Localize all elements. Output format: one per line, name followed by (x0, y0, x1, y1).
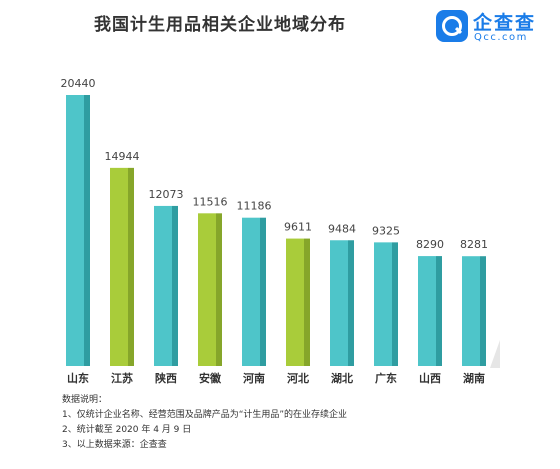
bar-山西 (418, 256, 436, 366)
bar-side-山东 (84, 95, 90, 366)
value-label: 14944 (105, 150, 140, 163)
bar-side-河北 (304, 238, 310, 366)
bar-side-湖南 (480, 256, 486, 366)
category-label: 河南 (243, 371, 265, 385)
value-label: 12073 (149, 188, 184, 201)
category-label: 湖南 (463, 371, 485, 385)
value-label: 11516 (193, 195, 228, 208)
value-label: 11186 (237, 200, 272, 213)
category-label: 山东 (67, 371, 89, 385)
chart-title: 我国计生用品相关企业地域分布 (94, 15, 346, 35)
category-label: 河北 (287, 371, 309, 385)
category-label: 湖北 (331, 371, 353, 385)
magnifier-logo-icon (436, 10, 468, 42)
notes-heading: 数据说明： (62, 395, 108, 405)
data-notes: 数据说明： 1、仅统计企业名称、经营范围及品牌产品为“计生用品”的在业存续企业 … (62, 393, 347, 453)
value-label: 8281 (460, 238, 488, 251)
logo-domain: Qcc.com (474, 32, 528, 43)
bar-side-山西 (436, 256, 442, 366)
value-label: 8290 (416, 238, 444, 251)
bar-山东 (66, 95, 84, 366)
value-label: 9611 (284, 221, 312, 234)
bars-group: 20440 山东 14944 江苏 12073 陕西 11516 安徽 11186 河南 9611 河… (61, 77, 489, 385)
note-line-2: 2、统计截至 2020 年 4 月 9 日 (62, 425, 192, 435)
value-label: 20440 (61, 77, 96, 90)
bar-江苏 (110, 167, 128, 366)
bar-side-陕西 (172, 205, 178, 366)
category-label: 江苏 (111, 371, 133, 385)
qcc-logo: 企查查 Qcc.com (436, 8, 556, 48)
bar-安徽 (198, 213, 216, 366)
bar-湖北 (330, 240, 348, 366)
category-label: 陕西 (155, 371, 177, 385)
bar-side-广东 (392, 242, 398, 366)
value-label: 9484 (328, 222, 356, 235)
note-line-1: 1、仅统计企业名称、经营范围及品牌产品为“计生用品”的在业存续企业 (62, 410, 348, 420)
bar-chart: 20440 山东 14944 江苏 12073 陕西 11516 安徽 11186 河南 9611 河… (60, 77, 500, 385)
bar-side-湖北 (348, 240, 354, 366)
value-label: 9325 (372, 224, 400, 237)
bar-side-安徽 (216, 213, 222, 366)
category-label: 山西 (419, 371, 441, 385)
bar-陕西 (154, 205, 172, 366)
bar-广东 (374, 242, 392, 366)
bar-side-江苏 (128, 167, 134, 366)
logo-name: 企查查 (473, 12, 537, 34)
bar-湖南 (462, 256, 480, 366)
category-label: 安徽 (199, 371, 222, 385)
note-line-3: 3、以上数据来源：企查查 (62, 440, 167, 450)
bar-河北 (286, 238, 304, 366)
bar-河南 (242, 217, 260, 366)
category-label: 广东 (375, 371, 397, 385)
bar-side-河南 (260, 217, 266, 366)
